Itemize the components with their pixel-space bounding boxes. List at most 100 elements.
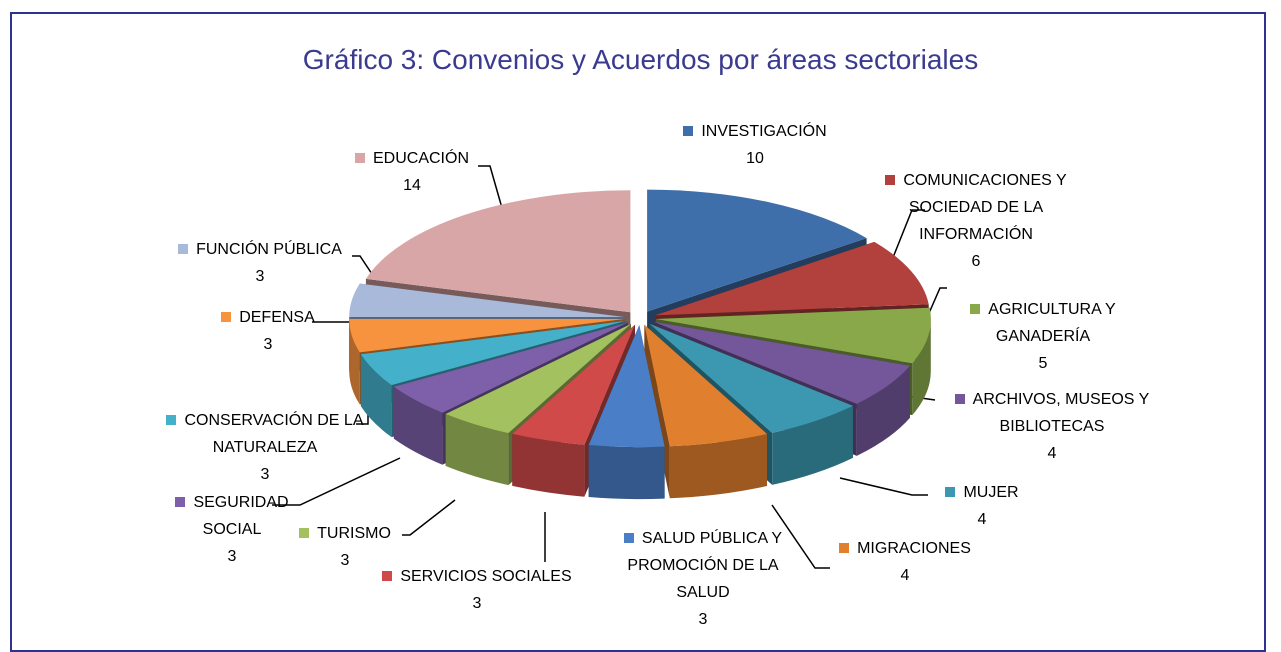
slice-wall <box>512 433 585 497</box>
legend-swatch <box>178 244 189 254</box>
data-label: CONSERVACIÓN DE LA NATURALEZA 3 <box>150 407 380 488</box>
slice-top <box>588 325 665 448</box>
slice-wall <box>393 386 443 465</box>
value-label: 4 <box>900 567 910 584</box>
slice-wall <box>856 365 910 456</box>
pie <box>349 189 931 500</box>
data-label: FUNCIÓN PÚBLICA 3 <box>148 236 372 290</box>
slice-top <box>512 324 635 445</box>
slice-top <box>365 190 631 313</box>
category-label: SEGURIDAD SOCIAL <box>193 494 289 538</box>
data-label: SEGURIDAD SOCIAL 3 <box>154 489 310 570</box>
legend-swatch <box>970 304 981 314</box>
legend-swatch <box>623 533 634 543</box>
slice-top <box>653 321 910 404</box>
value-label: 3 <box>698 611 708 628</box>
category-label: AGRICULTURA Y GANADERÍA <box>988 301 1116 345</box>
slice-side <box>393 322 628 439</box>
chart-title: Gráfico 3: Convenios y Acuerdos por área… <box>302 44 979 75</box>
legend-swatch <box>945 487 956 497</box>
label-name: COMUNICACIONES Y SOCIEDAD DE LA INFORMAC… <box>862 167 1090 248</box>
category-label: INVESTIGACIÓN <box>701 123 827 140</box>
data-label: SALUD PÚBLICA Y PROMOCIÓN DE LA SALUD 3 <box>600 525 806 633</box>
label-name: SALUD PÚBLICA Y PROMOCIÓN DE LA SALUD <box>600 525 806 606</box>
data-label: INVESTIGACIÓN 10 <box>660 118 850 172</box>
data-label: SERVICIOS SOCIALES 3 <box>364 563 590 617</box>
legend-swatch <box>954 394 965 404</box>
label-name: TURISMO <box>278 520 412 547</box>
value-label: 10 <box>746 150 764 167</box>
category-label: DEFENSA <box>239 309 315 326</box>
slice-top <box>647 189 867 312</box>
category-label: COMUNICACIONES Y SOCIEDAD DE LA INFORMAC… <box>903 172 1067 243</box>
category-label: FUNCIÓN PÚBLICA <box>196 241 342 258</box>
category-label: SERVICIOS SOCIALES <box>400 568 572 585</box>
legend-swatch <box>166 415 177 425</box>
value-label: 3 <box>260 466 270 483</box>
label-name: DEFENSA <box>196 304 340 331</box>
label-name: MIGRACIONES <box>822 535 988 562</box>
slice-top <box>393 322 628 413</box>
legend-swatch <box>382 571 393 581</box>
category-label: CONSERVACIÓN DE LA NATURALEZA <box>184 412 364 456</box>
value-label: 3 <box>340 552 350 569</box>
category-label: MUJER <box>963 484 1019 501</box>
label-name: AGRICULTURA Y GANADERÍA <box>940 296 1146 350</box>
slice <box>644 324 767 499</box>
label-name: EDUCACIÓN <box>330 145 494 172</box>
data-label: EDUCACIÓN 14 <box>330 145 494 199</box>
data-label: COMUNICACIONES Y SOCIEDAD DE LA INFORMAC… <box>862 167 1090 275</box>
slice-wall <box>912 319 931 416</box>
legend-swatch <box>683 126 694 136</box>
label-name: FUNCIÓN PÚBLICA <box>148 236 372 263</box>
data-label: DEFENSA 3 <box>196 304 340 358</box>
value-label: 14 <box>403 177 421 194</box>
data-label: TURISMO 3 <box>278 520 412 574</box>
data-label: AGRICULTURA Y GANADERÍA 5 <box>940 296 1146 377</box>
slice-wall <box>588 445 665 500</box>
slice-top <box>649 323 853 433</box>
category-label: MIGRACIONES <box>857 540 971 557</box>
slice-top <box>349 319 625 353</box>
category-label: SALUD PÚBLICA Y PROMOCIÓN DE LA SALUD <box>627 530 783 601</box>
slice-top <box>360 320 626 386</box>
data-label: ARCHIVOS, MUSEOS Y BIBLIOTECAS 4 <box>928 386 1176 467</box>
label-name: CONSERVACIÓN DE LA NATURALEZA <box>150 407 380 461</box>
legend-swatch <box>885 175 896 185</box>
category-label: EDUCACIÓN <box>372 150 469 167</box>
legend-swatch <box>839 543 850 553</box>
value-label: 3 <box>227 548 237 565</box>
value-label: 3 <box>263 336 273 353</box>
label-name: ARCHIVOS, MUSEOS Y BIBLIOTECAS <box>928 386 1176 440</box>
value-label: 4 <box>1047 445 1057 462</box>
page: Gráfico 3: Convenios y Acuerdos por área… <box>10 12 1266 652</box>
slice-wall <box>669 434 767 499</box>
slice-wall <box>360 354 392 438</box>
slice-wall <box>772 405 853 485</box>
data-label: MIGRACIONES 4 <box>822 535 988 589</box>
slice-top <box>654 241 929 316</box>
label-name: SERVICIOS SOCIALES <box>364 563 590 590</box>
value-label: 4 <box>977 511 987 528</box>
value-label: 5 <box>1038 355 1048 372</box>
slice-top <box>644 324 767 447</box>
legend-swatch <box>221 312 232 322</box>
slice-wall <box>349 319 360 405</box>
category-label: ARCHIVOS, MUSEOS Y BIBLIOTECAS <box>972 391 1150 435</box>
label-name: SEGURIDAD SOCIAL <box>154 489 310 543</box>
category-label: TURISMO <box>317 525 391 542</box>
value-label: 3 <box>255 268 265 285</box>
legend-swatch <box>354 153 365 163</box>
legend-swatch <box>175 497 186 507</box>
value-label: 3 <box>472 595 482 612</box>
slice-top <box>445 323 631 434</box>
slice-top <box>655 307 931 364</box>
label-name: MUJER <box>930 479 1034 506</box>
value-label: 6 <box>971 253 981 270</box>
chart <box>272 165 947 569</box>
slice-wall <box>445 414 509 486</box>
label-name: INVESTIGACIÓN <box>660 118 850 145</box>
data-label: MUJER 4 <box>930 479 1034 533</box>
legend-swatch <box>299 528 310 538</box>
slice <box>588 325 665 500</box>
